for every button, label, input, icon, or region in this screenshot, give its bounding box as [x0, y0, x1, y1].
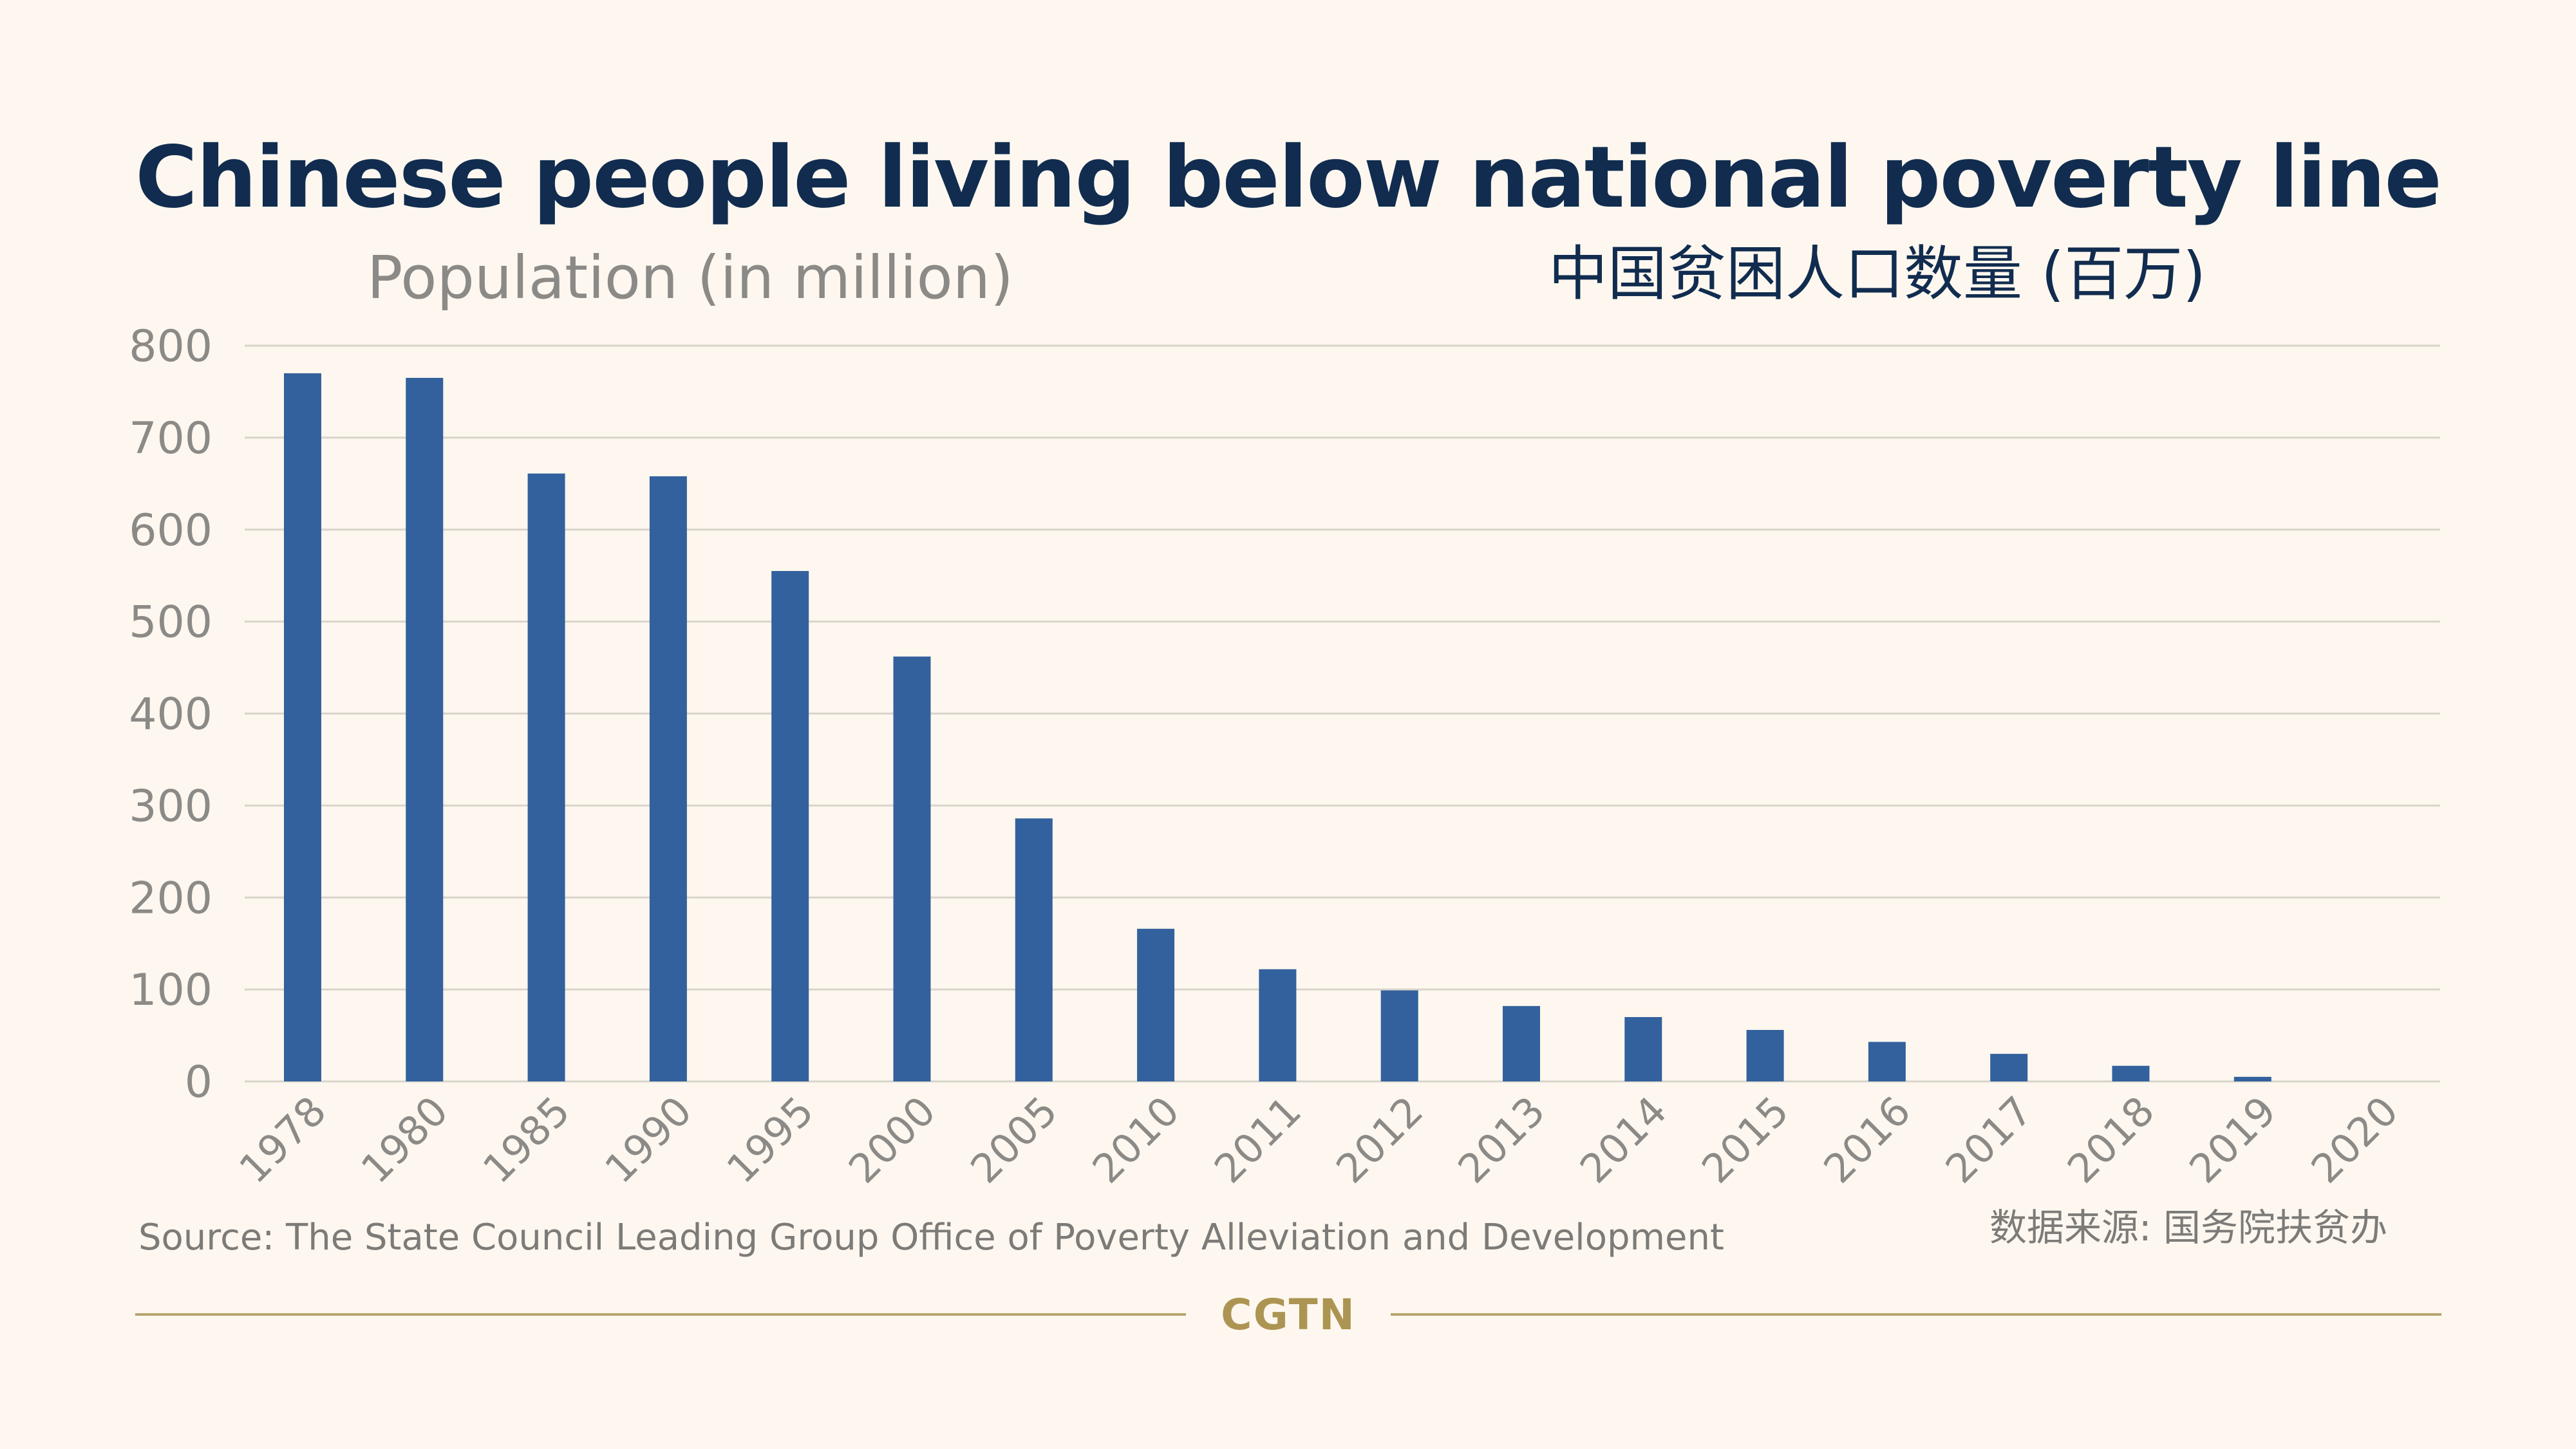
- source-note: Source: The State Council Leading Group …: [138, 1217, 1724, 1258]
- x-axis-ticks: 1978 1980 1985 1990 1995 2000 2005 2010 2011 2012…: [230, 1087, 2407, 1192]
- x-tick-label: 1978: [230, 1087, 335, 1192]
- y-tick-label: 200: [129, 873, 212, 924]
- bar-2018: [2112, 1065, 2150, 1081]
- bar-2013: [1503, 1005, 1540, 1081]
- y-tick-label: 700: [129, 413, 212, 464]
- x-tick-label: 1995: [718, 1087, 823, 1192]
- bar-1990: [649, 476, 687, 1081]
- y-tick-label: 500: [129, 597, 212, 648]
- chart-title: Chinese people living below national pov…: [135, 128, 2442, 227]
- cgtn-logo: CGTN: [1221, 1290, 1356, 1340]
- bar-1985: [527, 473, 565, 1081]
- bar-1995: [771, 571, 809, 1081]
- x-tick-label: 1990: [596, 1087, 700, 1192]
- footer-divider-right: [1391, 1313, 2441, 1316]
- source-note-chinese: 数据来源: 国务院扶贫办: [1989, 1206, 2387, 1249]
- x-tick-label: 2015: [1693, 1087, 1798, 1192]
- x-tick-label: 2010: [1084, 1087, 1189, 1192]
- y-tick-label: 600: [129, 505, 212, 556]
- y-axis-ticks: 0 100 200 300 400 500 600 700 800: [129, 321, 212, 1108]
- bar-2012: [1380, 990, 1418, 1081]
- bar-1980: [406, 378, 444, 1081]
- bar-2019: [2233, 1076, 2271, 1081]
- x-tick-label: 2016: [1814, 1087, 1919, 1192]
- y-tick-label: 400: [129, 689, 212, 740]
- y-tick-label: 300: [129, 781, 212, 832]
- y-axis-unit-label: Population (in million): [367, 243, 1013, 312]
- x-tick-label: 2020: [2302, 1087, 2407, 1192]
- x-tick-label: 2014: [1571, 1087, 1676, 1192]
- x-tick-label: 1985: [474, 1087, 579, 1192]
- bar-1978: [284, 373, 321, 1081]
- x-tick-label: 2017: [1937, 1087, 2042, 1192]
- y-tick-label: 0: [185, 1057, 212, 1108]
- x-tick-label: 1980: [352, 1087, 457, 1192]
- bars: [284, 373, 2271, 1081]
- gridlines: [245, 344, 2440, 1083]
- bar-2017: [1990, 1054, 2028, 1081]
- bar-2011: [1259, 969, 1297, 1081]
- footer-divider-left: [135, 1313, 1186, 1316]
- y-tick-label: 100: [129, 965, 212, 1016]
- x-tick-label: 2005: [961, 1087, 1066, 1192]
- bar-2014: [1624, 1016, 1662, 1081]
- x-tick-label: 2019: [2180, 1087, 2285, 1192]
- x-tick-label: 2013: [1449, 1087, 1554, 1192]
- x-tick-label: 2011: [1205, 1087, 1310, 1192]
- bar-2016: [1868, 1042, 1906, 1081]
- chinese-subtitle: 中国贫困人口数量 (百万): [1548, 239, 2206, 308]
- bar-2000: [893, 656, 931, 1081]
- x-tick-label: 2018: [2058, 1087, 2163, 1192]
- x-tick-label: 2000: [840, 1087, 945, 1192]
- bar-2005: [1015, 818, 1053, 1081]
- bar-2010: [1137, 928, 1175, 1081]
- bar-2015: [1746, 1029, 1784, 1081]
- x-tick-label: 2012: [1327, 1087, 1432, 1192]
- y-tick-label: 800: [129, 321, 212, 372]
